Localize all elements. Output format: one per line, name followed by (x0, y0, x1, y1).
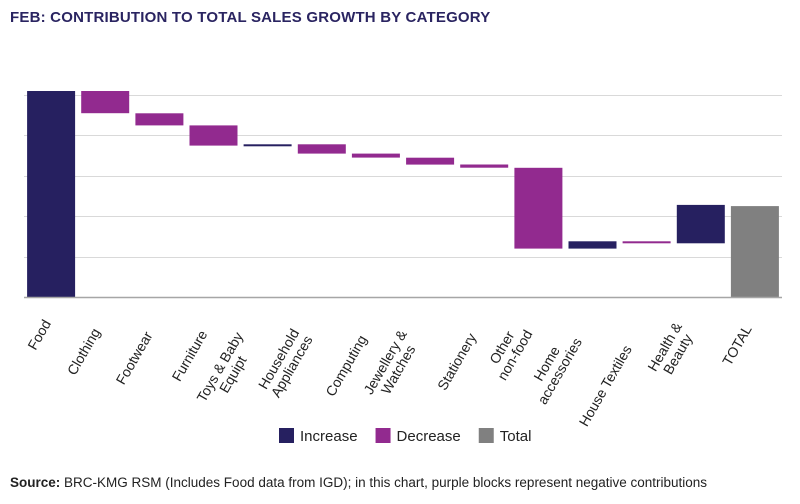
category-label: Jewellery &Watches (360, 326, 423, 404)
category-label-line: TOTAL (719, 322, 755, 368)
category-label: Food (24, 317, 54, 353)
legend-swatch (478, 428, 494, 443)
legend-label: Total (500, 428, 532, 445)
category-label-line: Furniture (168, 327, 210, 384)
bar-decrease (135, 113, 184, 126)
legend-item-total: Total (478, 428, 532, 445)
category-label: TOTAL (719, 322, 755, 368)
bar-decrease (81, 91, 130, 114)
bar-decrease (460, 164, 509, 168)
legend-label: Decrease (397, 428, 461, 445)
bar-decrease (189, 125, 238, 146)
legend-swatch (279, 428, 294, 443)
source-label: Source: (10, 475, 61, 490)
gridlines (24, 95, 782, 258)
legend-item-decrease: Decrease (375, 428, 461, 445)
bar-decrease (622, 241, 671, 244)
category-label: HouseholdAppliances (255, 325, 316, 400)
source-text: BRC-KMG RSM (Includes Food data from IGD… (64, 475, 708, 490)
legend: Increase Decrease Total (279, 428, 531, 445)
category-label: Health &Beauty (644, 319, 698, 382)
category-label: Stationery (434, 330, 479, 393)
category-label: Othernon-food (481, 319, 535, 382)
bars (27, 91, 779, 297)
bar-increase (676, 204, 725, 244)
category-label-line: Clothing (64, 325, 104, 377)
category-label-line: Food (24, 317, 54, 353)
category-label-line: Stationery (434, 330, 479, 393)
bar-increase (568, 241, 617, 249)
source-note: Source: BRC-KMG RSM (Includes Food data … (10, 475, 707, 490)
bar-increase (27, 91, 76, 297)
bar-decrease (297, 144, 346, 154)
category-label-line: Footwear (113, 328, 156, 387)
category-label: Footwear (113, 328, 156, 387)
category-label: Furniture (168, 327, 210, 384)
bar-decrease (406, 157, 455, 165)
bar-decrease (351, 153, 400, 158)
category-label: Clothing (64, 325, 104, 377)
legend-label: Increase (300, 428, 358, 445)
chart-title: FEB: CONTRIBUTION TO TOTAL SALES GROWTH … (10, 9, 491, 26)
bar-total (730, 206, 779, 297)
bar-increase (243, 144, 292, 147)
legend-item-increase: Increase (279, 428, 358, 445)
bar-decrease (514, 167, 563, 249)
legend-swatch (375, 428, 391, 443)
category-label: House Textiles (576, 342, 635, 429)
category-label-line: House Textiles (576, 342, 635, 429)
